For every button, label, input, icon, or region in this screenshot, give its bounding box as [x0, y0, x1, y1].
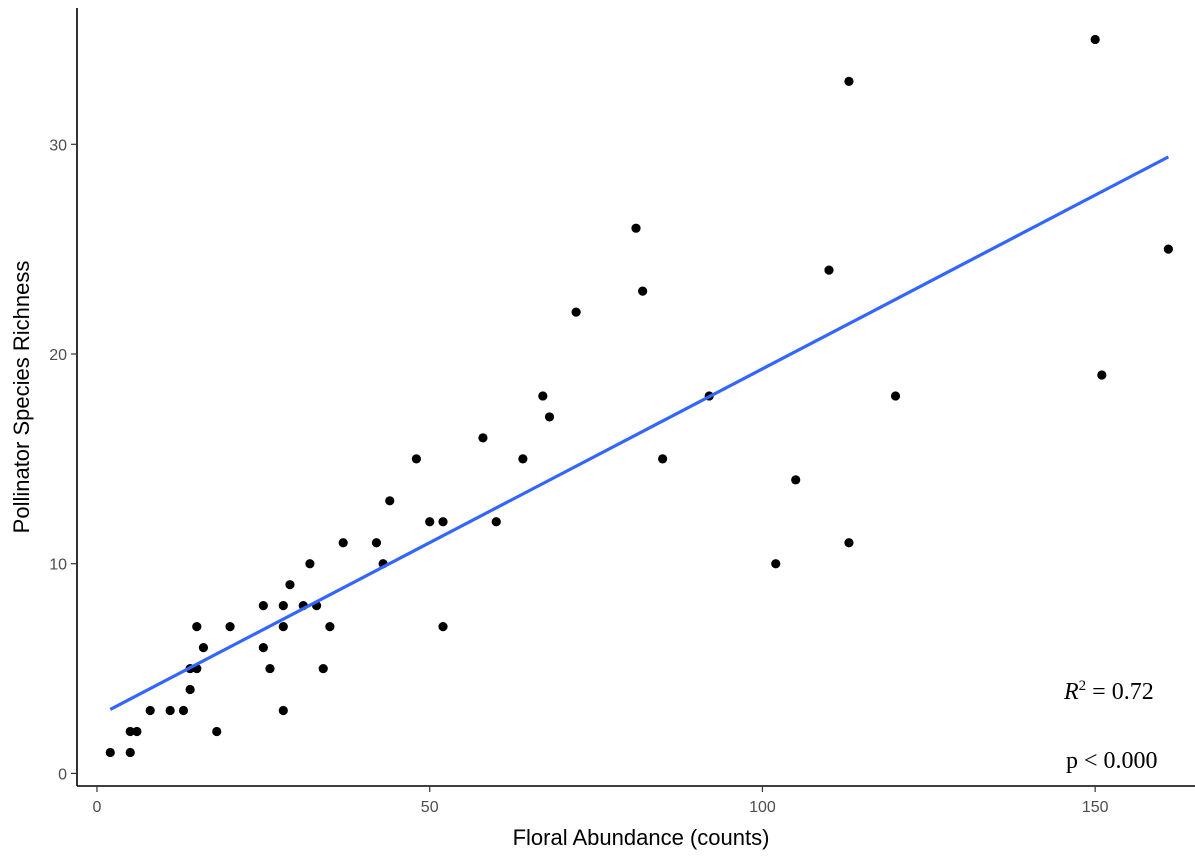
- data-point: [1097, 370, 1107, 380]
- data-point: [844, 76, 854, 86]
- data-point: [538, 391, 548, 401]
- y-tick-label: 0: [58, 766, 67, 783]
- data-point: [631, 223, 641, 233]
- data-point: [325, 622, 335, 632]
- data-point: [318, 663, 328, 674]
- data-point: [212, 726, 222, 737]
- data-point: [1090, 34, 1100, 45]
- data-point: [178, 705, 189, 716]
- data-point: [411, 454, 421, 464]
- data-point: [791, 475, 801, 485]
- data-point: [544, 412, 555, 422]
- data-point: [518, 454, 528, 464]
- data-point: [438, 622, 448, 632]
- data-point: [571, 307, 581, 317]
- data-point: [305, 559, 315, 569]
- data-point: [491, 517, 501, 527]
- data-point: [265, 663, 275, 674]
- data-point: [771, 559, 781, 569]
- x-tick-label: 50: [421, 799, 439, 816]
- data-point: [145, 705, 155, 716]
- plot-area: [105, 34, 1173, 758]
- x-tick-label: 150: [1082, 799, 1109, 816]
- data-point: [338, 538, 348, 548]
- data-point: [192, 622, 202, 632]
- data-point: [425, 517, 435, 527]
- x-tick-label: 0: [93, 799, 102, 816]
- r-squared-annotation: R2 = 0.72: [1063, 678, 1154, 705]
- y-tick-label: 20: [49, 347, 67, 364]
- r-squared-superscript: 2: [1079, 678, 1087, 694]
- data-point: [125, 726, 135, 737]
- data-point: [638, 286, 648, 296]
- regression-line: [109, 155, 1170, 711]
- data-point: [478, 433, 488, 443]
- y-tick-label: 10: [49, 557, 67, 574]
- data-point: [258, 642, 268, 653]
- r-squared-value: = 0.72: [1086, 679, 1154, 705]
- y-axis-ticks: 0 10 20 30: [49, 137, 77, 783]
- y-tick-label: 30: [49, 137, 67, 154]
- data-point: [438, 517, 448, 527]
- data-point: [844, 538, 854, 548]
- data-point: [132, 726, 142, 737]
- x-axis-ticks: 0 50 100 150: [93, 786, 1109, 816]
- data-point: [658, 454, 668, 464]
- data-point: [385, 496, 395, 506]
- data-point: [371, 538, 382, 548]
- data-point: [1163, 244, 1173, 254]
- data-point: [125, 747, 135, 758]
- data-point: [278, 622, 288, 632]
- p-value-annotation: p < 0.000: [1066, 748, 1158, 774]
- data-point: [225, 622, 235, 632]
- data-point: [258, 601, 268, 611]
- data-point: [278, 705, 288, 716]
- data-point: [198, 642, 209, 653]
- data-point: [105, 747, 115, 758]
- data-point: [285, 580, 295, 590]
- x-tick-label: 100: [749, 799, 776, 816]
- r-squared-prefix: R: [1063, 679, 1079, 705]
- data-point: [890, 391, 901, 401]
- data-point: [165, 705, 175, 716]
- data-point: [278, 601, 288, 611]
- data-point: [824, 265, 834, 275]
- y-axis-title: Pollinator Species Richness: [9, 261, 34, 534]
- data-point: [185, 684, 195, 695]
- x-axis-title: Floral Abundance (counts): [513, 825, 770, 850]
